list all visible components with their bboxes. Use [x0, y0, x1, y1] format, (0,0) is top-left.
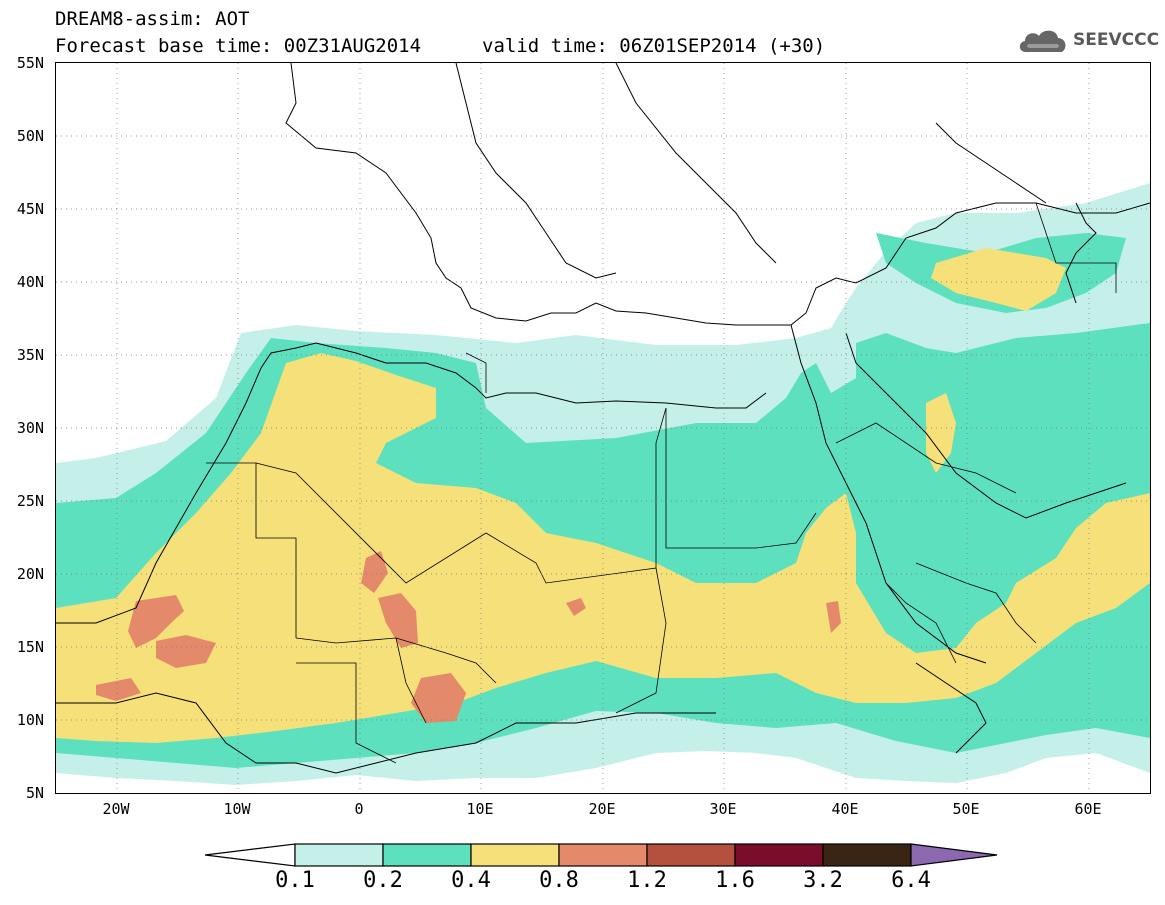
lon-label-20e: 20E — [588, 800, 616, 818]
lat-label-30n: 30N — [16, 419, 44, 437]
lon-label-0: 0 — [354, 800, 364, 818]
lat-label-20n: 20N — [16, 565, 44, 583]
graticule — [56, 63, 1150, 793]
colorbar-label-0.2: 0.2 — [363, 868, 403, 893]
colorbar-label-1.6: 1.6 — [715, 868, 755, 893]
colorbar-swatch-7 — [822, 843, 912, 867]
lat-label-15n: 15N — [16, 638, 44, 656]
lon-label-10w: 10W — [223, 800, 251, 818]
lat-label-55n: 55N — [16, 54, 44, 72]
colorbar-swatch-3 — [470, 843, 560, 867]
country-borders — [206, 202, 1117, 764]
lon-label-20w: 20W — [102, 800, 130, 818]
colorbar-label-6.4: 6.4 — [891, 868, 931, 893]
valid-time: valid time: 06Z01SEP2014 (+30) — [482, 35, 826, 57]
lat-label-35n: 35N — [16, 346, 44, 364]
lat-label-40n: 40N — [16, 273, 44, 291]
colorbar-swatch-6 — [734, 843, 824, 867]
colorbar-label-0.4: 0.4 — [451, 868, 491, 893]
colorbar-swatch-2 — [382, 843, 472, 867]
lon-label-50e: 50E — [952, 800, 980, 818]
colorbar-swatch-5 — [646, 843, 736, 867]
lon-label-60e: 60E — [1074, 800, 1102, 818]
lon-label-40e: 40E — [831, 800, 859, 818]
cloud-icon — [1019, 30, 1066, 52]
colorbar-under-arrow — [205, 843, 296, 867]
colorbar-label-1.2: 1.2 — [627, 868, 667, 893]
lat-label-5n: 5N — [25, 784, 44, 802]
colorbar-label-0.1: 0.1 — [275, 868, 315, 893]
logo-text: SEEVCCC — [1073, 30, 1160, 50]
lon-label-10e: 10E — [466, 800, 494, 818]
colorbar-over-arrow — [910, 843, 998, 867]
colorbar-swatch-1 — [294, 843, 384, 867]
lon-label-30e: 30E — [709, 800, 737, 818]
map-panel — [55, 62, 1151, 794]
colorbar-swatch-4 — [558, 843, 648, 867]
colorbar-label-3.2: 3.2 — [803, 868, 843, 893]
aot-map — [56, 63, 1150, 793]
aot-contour-0.8 — [96, 551, 841, 723]
seevccc-logo: SEEVCCC — [1016, 24, 1160, 58]
forecast-base-time: Forecast base time: 00Z31AUG2014 — [55, 35, 422, 57]
colorbar-label-0.8: 0.8 — [539, 868, 579, 893]
lat-label-25n: 25N — [16, 492, 44, 510]
map-title: DREAM8-assim: AOT — [55, 8, 250, 30]
lat-label-45n: 45N — [16, 200, 44, 218]
lat-label-50n: 50N — [16, 127, 44, 145]
lat-label-10n: 10N — [16, 711, 44, 729]
colorbar — [205, 843, 998, 867]
